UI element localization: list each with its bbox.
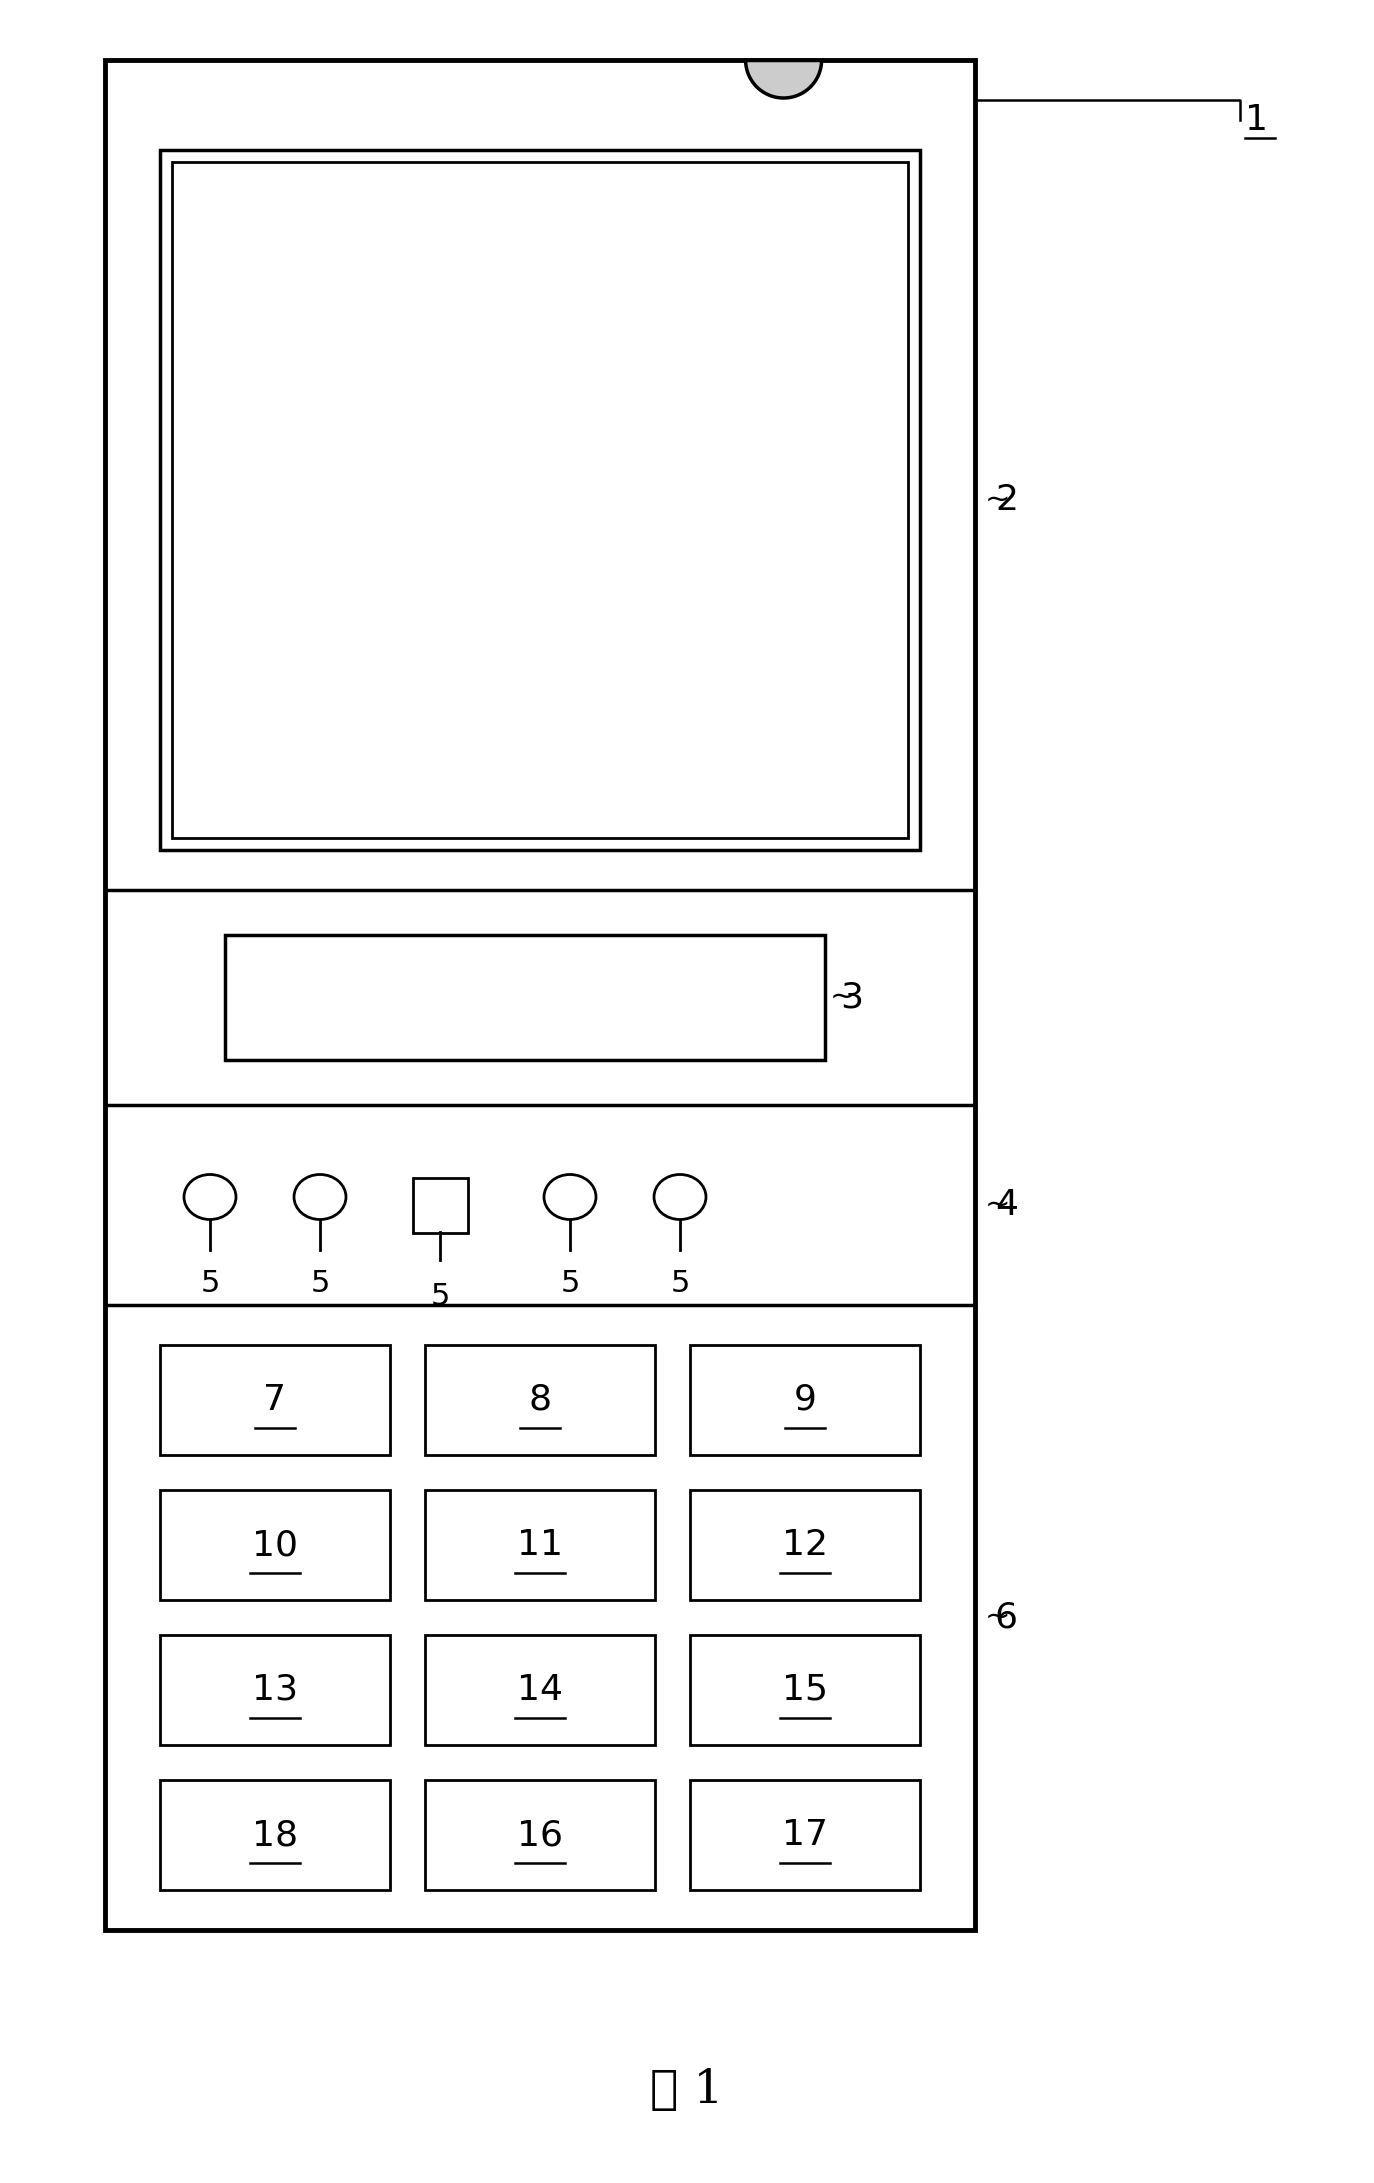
Text: 5: 5 (311, 1271, 330, 1299)
Text: 15: 15 (782, 1672, 829, 1707)
Text: ~: ~ (985, 1190, 1010, 1220)
Text: 9: 9 (794, 1384, 816, 1417)
Bar (104, 59, 976, 1930)
Bar (159, 1635, 390, 1744)
Ellipse shape (544, 1174, 596, 1220)
Text: ~: ~ (830, 982, 856, 1013)
Text: 16: 16 (517, 1818, 563, 1851)
Bar (159, 1779, 390, 1890)
Bar (690, 1345, 921, 1456)
Ellipse shape (294, 1174, 346, 1220)
Text: 17: 17 (782, 1818, 829, 1851)
Text: ~: ~ (985, 1602, 1010, 1633)
Text: 8: 8 (529, 1384, 551, 1417)
Text: 10: 10 (251, 1528, 298, 1563)
Text: 图 1: 图 1 (650, 2067, 724, 2113)
Ellipse shape (654, 1174, 706, 1220)
Bar (690, 1635, 921, 1744)
Text: ~: ~ (985, 485, 1010, 515)
Bar (425, 1635, 655, 1744)
Text: 13: 13 (251, 1672, 298, 1707)
Text: 6: 6 (995, 1600, 1018, 1635)
Text: 11: 11 (517, 1528, 563, 1563)
Text: 5: 5 (430, 1281, 449, 1312)
Text: 5: 5 (561, 1271, 580, 1299)
Bar (172, 162, 908, 838)
Bar (425, 1779, 655, 1890)
Bar (690, 1779, 921, 1890)
Text: 4: 4 (995, 1188, 1018, 1222)
Bar (414, 1179, 469, 1233)
Text: 14: 14 (517, 1672, 563, 1707)
Ellipse shape (184, 1174, 236, 1220)
Text: 12: 12 (782, 1528, 829, 1563)
Bar (425, 1345, 655, 1456)
Bar (425, 1491, 655, 1600)
Text: 3: 3 (840, 980, 863, 1015)
Text: 7: 7 (264, 1384, 287, 1417)
Bar (225, 934, 824, 1061)
Bar (159, 1345, 390, 1456)
Text: 2: 2 (995, 482, 1018, 517)
Bar (159, 151, 921, 849)
Text: 5: 5 (201, 1271, 220, 1299)
Bar (159, 1491, 390, 1600)
Text: 5: 5 (671, 1271, 690, 1299)
Text: 1: 1 (1245, 103, 1268, 138)
Bar (690, 1491, 921, 1600)
Text: 18: 18 (251, 1818, 298, 1851)
